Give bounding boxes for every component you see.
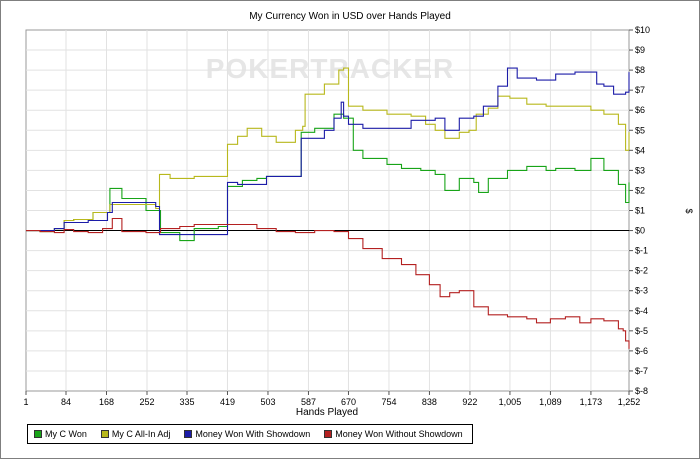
legend-label: Money Won With Showdown (195, 429, 311, 439)
legend-item-money-won-with-showdown[interactable]: Money Won With Showdown (184, 429, 310, 439)
series-line-my-c-all-in-adj (26, 67, 630, 233)
y-axis-label: $ (684, 208, 694, 213)
legend: My C Won My C All-In Adj Money Won With … (27, 424, 473, 444)
x-tick-label: 670 (341, 397, 356, 407)
legend-label: My C Won (45, 429, 87, 439)
legend-item-my-c-all-in-adj[interactable]: My C All-In Adj (100, 429, 171, 439)
legend-item-money-won-without-showdown[interactable]: Money Won Without Showdown (324, 429, 463, 439)
y-tick-label: $4 (635, 145, 645, 155)
legend-swatch (184, 430, 193, 438)
y-tick-label: $8 (635, 65, 645, 75)
y-tick-label: $9 (635, 45, 645, 55)
x-tick-label: 754 (381, 397, 396, 407)
watermark: POKERTRACKER (206, 53, 454, 84)
y-tick-label: $10 (635, 25, 650, 35)
x-tick-label: 838 (422, 397, 437, 407)
legend-swatch (100, 430, 109, 438)
x-tick-label: 587 (301, 397, 316, 407)
y-tick-label: $6 (635, 105, 645, 115)
x-tick-label: 1,173 (580, 397, 603, 407)
y-tick-label: $1 (635, 206, 645, 216)
legend-item-my-c-won[interactable]: My C Won (34, 429, 87, 439)
x-tick-label: 335 (179, 397, 194, 407)
x-tick-label: 1,005 (499, 397, 522, 407)
x-axis-label: Hands Played (296, 407, 358, 418)
x-tick-label: 419 (220, 397, 235, 407)
y-tick-label: $-2 (635, 266, 648, 276)
y-tick-label: $7 (635, 85, 645, 95)
y-tick-label: $3 (635, 165, 645, 175)
series-group (26, 67, 630, 349)
y-axis: $10 $9 $8 $7 $6 $5 $4 $3 $2 $1 $0 $-1 $-2 $-3 $-4 $-5 $-… (629, 25, 650, 396)
x-tick-label: 1,252 (618, 397, 641, 407)
y-tick-label: $-4 (635, 306, 648, 316)
y-tick-label: $-3 (635, 286, 648, 296)
x-tick-label: 168 (99, 397, 114, 407)
y-tick-label: $2 (635, 185, 645, 195)
x-tick-label: 1,089 (539, 397, 562, 407)
y-tick-label: $-8 (635, 386, 648, 396)
x-tick-label: 252 (139, 397, 154, 407)
y-tick-label: $-7 (635, 366, 648, 376)
legend-swatch (324, 430, 333, 438)
legend-swatch (34, 430, 42, 438)
y-tick-label: $-6 (635, 346, 648, 356)
x-tick-label: 84 (61, 397, 71, 407)
y-tick-label: $0 (635, 226, 645, 236)
x-tick-label: 1 (23, 397, 28, 407)
y-tick-label: $-1 (635, 246, 648, 256)
series-line-money-won-with-showdown (26, 67, 630, 236)
y-tick-label: $-5 (635, 326, 648, 336)
x-tick-label: 922 (462, 397, 477, 407)
legend-label: My C All-In Adj (111, 429, 171, 439)
y-tick-label: $5 (635, 125, 645, 135)
x-axis: 1 84 168 252 335 419 503 587 670 754 838 922 1,005 1,… (23, 391, 640, 407)
chart-title: My Currency Won in USD over Hands Played (249, 11, 451, 22)
legend-label: Money Won Without Showdown (335, 429, 463, 439)
x-tick-label: 503 (260, 397, 275, 407)
series-line-money-won-without-showdown (26, 217, 630, 349)
